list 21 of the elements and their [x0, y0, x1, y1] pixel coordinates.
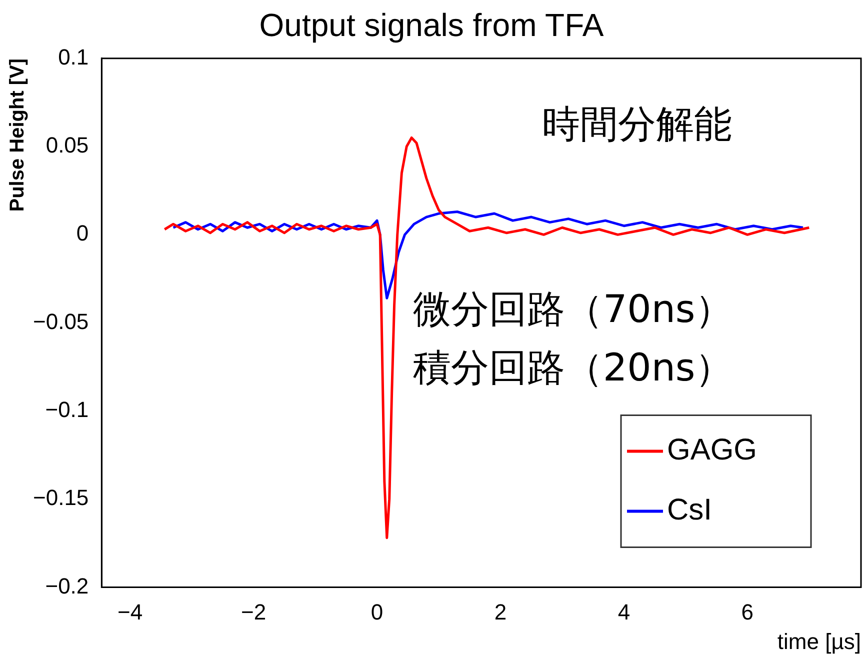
x-axis-title: time [µs] — [777, 628, 861, 654]
y-tick-label: −0.05 — [32, 308, 89, 334]
y-tick-label: 0.05 — [46, 132, 89, 158]
annotation: 時間分解能 — [542, 102, 732, 146]
annotation: 微分回路（70ns） — [412, 287, 734, 332]
x-tick-label: 0 — [370, 599, 384, 624]
legend-label: CsI — [667, 493, 712, 526]
x-tick-label: −2 — [240, 599, 266, 624]
y-axis-title: Pulse Height [V] — [6, 58, 29, 212]
x-tick-label: 6 — [741, 599, 754, 624]
y-tick-label: 0.1 — [58, 44, 89, 70]
y-tick-label: 0 — [76, 220, 89, 246]
y-tick-label: −0.1 — [45, 396, 89, 422]
chart-title: Output signals from TFA — [259, 7, 604, 44]
x-tick-label: −4 — [118, 599, 143, 624]
x-tick-label: 4 — [618, 599, 630, 624]
x-tick-label: 2 — [494, 599, 507, 624]
legend-label: GAGG — [667, 433, 758, 466]
y-tick-label: −0.2 — [45, 573, 89, 598]
annotation: 積分回路（20ns） — [412, 345, 734, 390]
y-tick-label: −0.15 — [32, 485, 89, 510]
